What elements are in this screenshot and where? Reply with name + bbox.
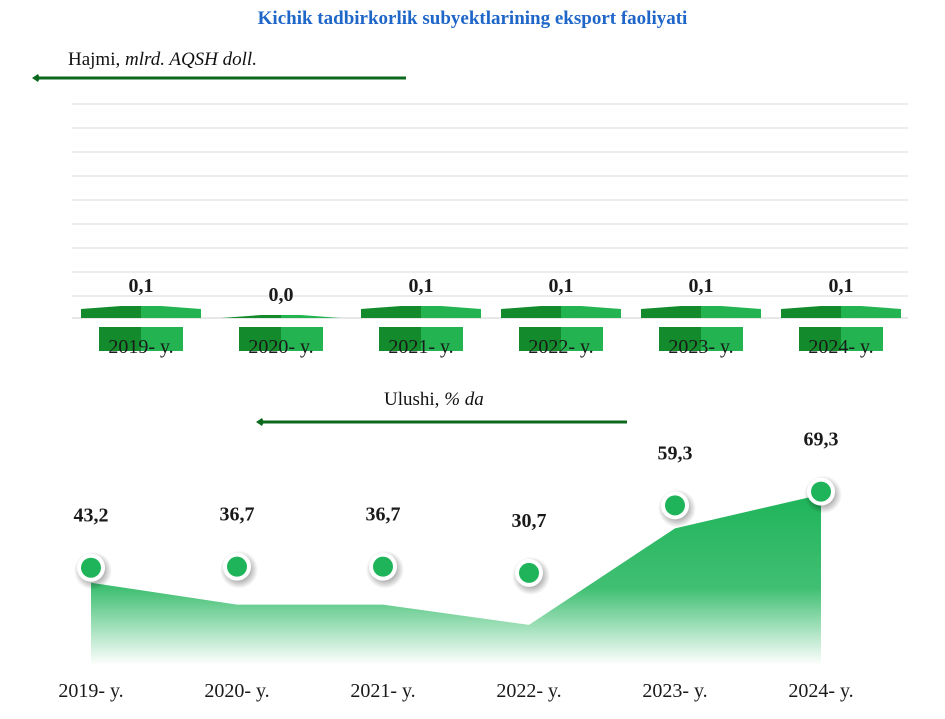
- volume-bar: [641, 306, 701, 318]
- volume-value-label: 0,1: [689, 275, 714, 297]
- volume-tick-band: [141, 327, 183, 351]
- volume-tick-band: [519, 327, 561, 351]
- volume-bar-side: [421, 306, 481, 318]
- volume-tick-band: [379, 327, 421, 351]
- volume-tick-label: 2021- y.: [388, 336, 453, 358]
- volume-bar: [501, 306, 561, 318]
- share-tick-label: 2019- y.: [58, 680, 123, 702]
- volume-bar-side: [841, 306, 901, 318]
- share-marker: [519, 562, 539, 583]
- volume-bar-side: [561, 306, 621, 318]
- volume-tick-band: [799, 327, 841, 351]
- volume-tick-label: 2023- y.: [668, 336, 733, 358]
- share-tick-label: 2021- y.: [350, 680, 415, 702]
- volume-tick-label: 2019- y.: [108, 336, 173, 358]
- volume-tick-band: [561, 327, 603, 351]
- share-marker: [373, 556, 393, 577]
- share-value-label: 30,7: [512, 510, 547, 532]
- share-tick-label: 2023- y.: [642, 680, 707, 702]
- share-unit: % da: [444, 389, 484, 410]
- volume-value-label: 0,1: [829, 275, 854, 297]
- volume-bar: [361, 306, 421, 318]
- share-value-label: 43,2: [74, 505, 109, 527]
- volume-unit: mlrd. AQSH doll.: [125, 49, 257, 70]
- volume-tick-label: 2024- y.: [808, 336, 873, 358]
- volume-subtitle-prefix: Hajmi,: [68, 49, 125, 70]
- volume-value-label: 0,0: [269, 284, 294, 306]
- volume-tick-label: 2020- y.: [248, 336, 313, 358]
- volume-bar-side: [281, 315, 341, 318]
- volume-tick-label: 2022- y.: [528, 336, 593, 358]
- share-value-label: 36,7: [366, 504, 401, 526]
- share-marker: [811, 481, 831, 502]
- volume-value-label: 0,1: [129, 275, 154, 297]
- chart-title: Kichik tadbirkorlik subyektlarining eksp…: [257, 8, 688, 29]
- share-area: [91, 494, 821, 665]
- share-tick-label: 2024- y.: [788, 680, 853, 702]
- volume-tick-band: [659, 327, 701, 351]
- share-value-label: 59,3: [658, 442, 693, 464]
- share-tick-label: 2020- y.: [204, 680, 269, 702]
- share-value-label: 36,7: [220, 504, 255, 526]
- share-marker: [665, 495, 685, 516]
- share-arrow-head: [256, 418, 264, 426]
- volume-tick-band: [841, 327, 883, 351]
- share-tick-label: 2022- y.: [496, 680, 561, 702]
- volume-tick-band: [99, 327, 141, 351]
- volume-value-label: 0,1: [549, 275, 574, 297]
- volume-subtitle: Hajmi, mlrd. AQSH doll.: [68, 49, 257, 71]
- share-subtitle-prefix: Ulushi,: [384, 389, 445, 410]
- volume-tick-band: [281, 327, 323, 351]
- share-subtitle: Ulushi, % da: [384, 389, 484, 411]
- volume-tick-band: [421, 327, 463, 351]
- volume-bar-side: [141, 306, 201, 318]
- volume-bar: [221, 315, 281, 318]
- volume-tick-band: [701, 327, 743, 351]
- share-marker: [227, 556, 247, 577]
- volume-tick-band: [239, 327, 281, 351]
- share-marker: [81, 557, 101, 578]
- volume-value-label: 0,1: [409, 275, 434, 297]
- volume-bar: [781, 306, 841, 318]
- volume-bar: [81, 306, 141, 318]
- volume-arrow-head: [32, 74, 40, 82]
- volume-bar-side: [701, 306, 761, 318]
- share-value-label: 69,3: [804, 429, 839, 451]
